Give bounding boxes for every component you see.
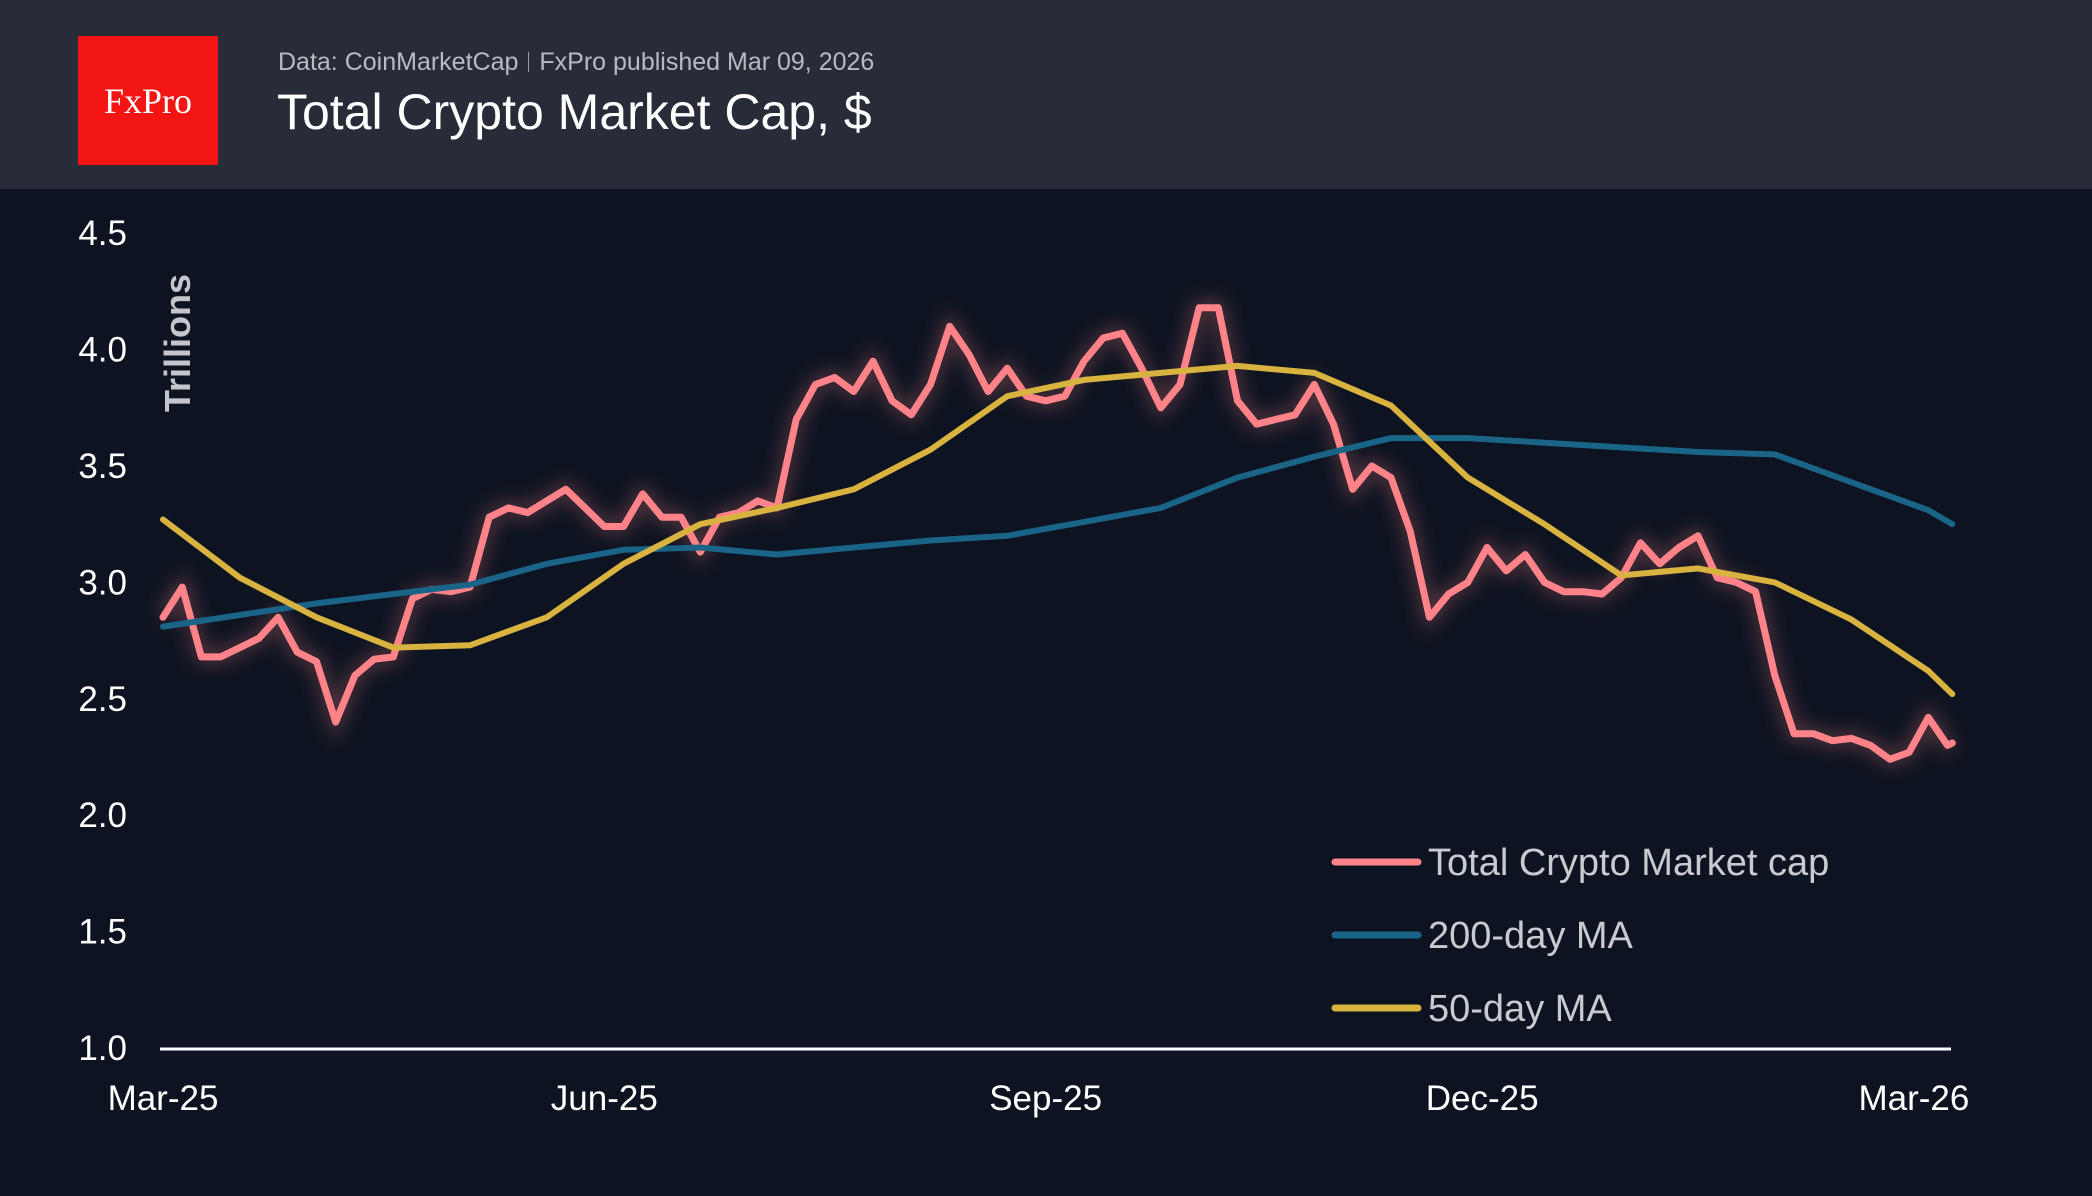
200-day-ma-line [160, 435, 1956, 630]
50-day-ma-line [160, 362, 1956, 698]
legend-item: Total Crypto Market cap [1331, 842, 1829, 884]
subtitle: Data: CoinMarketCap FxPro published Mar 0… [278, 48, 874, 77]
separator [528, 52, 530, 72]
legend-item: 200-day MA [1331, 915, 1634, 957]
y-tick-label: 4.5 [78, 214, 127, 253]
legend-label: 200-day MA [1428, 915, 1634, 957]
legend-label: 50-day MA [1428, 988, 1612, 1030]
chart-title: Total Crypto Market Cap, $ [277, 84, 872, 140]
y-tick-label: 3.0 [78, 563, 127, 602]
published-date: FxPro published Mar 09, 2026 [539, 48, 875, 76]
total-crypto-market-cap-glow [157, 300, 1956, 768]
x-tick-label: Sep-25 [989, 1079, 1102, 1118]
logo-text: FxPro [103, 80, 193, 121]
header: FxPro Data: CoinMarketCap FxPro published… [0, 0, 2092, 189]
total-crypto-market-cap-line [159, 304, 1956, 763]
x-tick-label: Mar-26 [1858, 1079, 1969, 1118]
y-tick-label: 3.5 [78, 447, 127, 486]
y-axis-label: Trillions [157, 274, 198, 412]
fxpro-logo: FxPro [78, 36, 218, 165]
legend-item: 50-day MA [1331, 988, 1612, 1030]
y-tick-label: 1.5 [78, 913, 127, 952]
y-tick-label: 4.0 [78, 331, 127, 370]
data-source: Data: CoinMarketCap [278, 48, 519, 76]
y-tick-label: 2.0 [78, 796, 127, 835]
x-tick-label: Dec-25 [1426, 1079, 1539, 1118]
x-tick-label: Mar-25 [108, 1079, 219, 1118]
legend-label: Total Crypto Market cap [1428, 842, 1829, 884]
y-tick-label: 2.5 [78, 680, 127, 719]
y-tick-label: 1.0 [78, 1029, 127, 1068]
x-tick-label: Jun-25 [551, 1079, 658, 1118]
